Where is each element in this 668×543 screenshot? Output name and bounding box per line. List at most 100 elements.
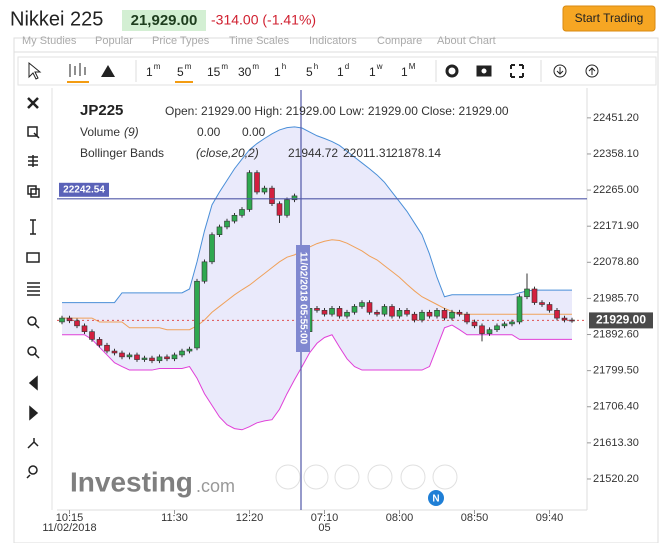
toolbar: [17, 56, 657, 86]
x-tick-label: 09:40: [536, 512, 564, 524]
candles-icon[interactable]: [69, 63, 86, 77]
x-tick-label: 08:00: [386, 512, 414, 524]
volume-value: 0.00: [197, 125, 221, 139]
area-icon[interactable]: [101, 65, 115, 77]
nav-controls[interactable]: [275, 464, 458, 490]
cursor-icon[interactable]: [28, 61, 42, 80]
candle-body: [366, 302, 373, 313]
y-tick-label: 21613.30: [593, 437, 639, 449]
start-trading-button[interactable]: [562, 5, 656, 32]
candle-body: [224, 220, 230, 228]
watermark-brand: Investing: [70, 466, 193, 497]
instrument-title: Nikkei 225: [10, 8, 103, 30]
menu-item: Compare: [377, 35, 422, 47]
menu-item: Indicators: [309, 35, 357, 47]
timeframe[interactable]: 30: [238, 65, 252, 79]
candle-body: [104, 344, 110, 352]
candle-body: [179, 350, 185, 356]
symbol: JP225: [80, 102, 123, 119]
candle-body: [471, 321, 478, 327]
y-tick-label: 21706.40: [593, 401, 639, 413]
news-badge-label[interactable]: N: [432, 494, 439, 505]
drawing-tools[interactable]: [26, 97, 40, 479]
candle-body: [359, 302, 365, 307]
timeframe-unit[interactable]: m: [185, 62, 192, 71]
candle-body: [389, 306, 395, 317]
candle-body: [516, 296, 523, 323]
y-tick-label: 22451.20: [593, 112, 639, 124]
menu-item: Popular: [95, 35, 133, 47]
candle-body: [569, 319, 575, 322]
candle-body: [261, 187, 268, 193]
candle-body: [126, 354, 133, 358]
band-fill: [62, 126, 572, 430]
timeframe-unit[interactable]: h: [314, 62, 318, 71]
crosshair-price-box: [59, 182, 109, 197]
timeframe[interactable]: 1: [337, 65, 344, 79]
timeframe-unit[interactable]: M: [409, 62, 416, 71]
y-tick-label: 22171.90: [593, 220, 639, 232]
candle-body: [59, 317, 65, 323]
news-badge[interactable]: [428, 490, 444, 506]
candle-body: [539, 302, 545, 305]
timeframe[interactable]: 5: [306, 65, 313, 79]
timeframe-unit[interactable]: d: [345, 62, 349, 71]
candle-body: [239, 209, 245, 216]
bb-params: (close,20,2): [196, 146, 259, 160]
timeframe[interactable]: 5: [177, 65, 184, 79]
price: 21,929.00: [131, 12, 198, 29]
candle-body: [134, 354, 140, 360]
candle-body: [464, 313, 470, 323]
timeframe[interactable]: 1: [146, 65, 153, 79]
band-line: [62, 126, 572, 304]
candle-body: [456, 311, 463, 315]
candle-body: [441, 310, 448, 319]
y-tick-label: 21799.50: [593, 365, 639, 377]
candle-body: [111, 350, 118, 354]
candle-body: [156, 356, 163, 362]
timeframe[interactable]: 15: [207, 65, 221, 79]
candle-body: [329, 308, 335, 315]
last-price-box: [589, 312, 653, 329]
candle-body: [524, 288, 530, 298]
band-line: [62, 324, 572, 431]
price-box: [122, 10, 206, 31]
timeframe-unit[interactable]: h: [282, 62, 286, 71]
timeframe[interactable]: 1: [369, 65, 376, 79]
volume-value: 0.00: [242, 125, 266, 139]
start-trading-label[interactable]: Start Trading: [575, 11, 644, 25]
timeframe[interactable]: 1: [401, 65, 408, 79]
timeframe-unit[interactable]: m: [154, 62, 161, 71]
price-change: -314.00 (-1.41%): [211, 12, 316, 28]
candle-body: [276, 203, 283, 216]
candle-body: [554, 310, 560, 319]
candle-body: [216, 226, 223, 235]
candle-body: [486, 329, 493, 334]
x-tick-label: 08:50: [461, 512, 489, 524]
candle-body: [96, 339, 103, 346]
candle-body: [426, 311, 433, 317]
tool-icons[interactable]: [445, 64, 599, 78]
active-indicator: [67, 81, 89, 83]
candle-body: [546, 304, 553, 311]
timeframe[interactable]: 1: [274, 65, 281, 79]
timeframe-unit[interactable]: m: [252, 62, 259, 71]
watermark-suffix: .com: [196, 476, 235, 496]
candle-body: [449, 311, 455, 319]
candle-body: [194, 280, 200, 349]
y-tick-label: 22078.80: [593, 256, 639, 268]
candle-body: [419, 311, 425, 321]
y-tick-label: 22265.00: [593, 184, 639, 196]
candle-body: [509, 321, 515, 325]
candle-body: [336, 308, 343, 317]
timeframe-unit[interactable]: m: [221, 62, 228, 71]
candle-body: [81, 325, 88, 332]
candle-body: [171, 354, 178, 360]
timeframe-unit[interactable]: w: [376, 62, 383, 71]
candle-body: [479, 325, 485, 334]
candle-body: [374, 311, 380, 315]
candle-body: [201, 261, 208, 282]
candle-body: [314, 308, 320, 311]
